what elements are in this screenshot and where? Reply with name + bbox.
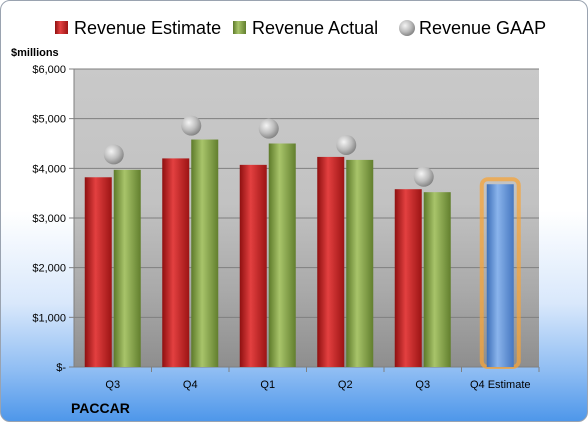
x-tick-label: Q4 Estimate: [470, 379, 531, 391]
y-tick-label: $5,000: [32, 114, 66, 126]
x-axis-ticks: Q3 Q4 Q1 Q2 Q3 Q4 Estimate: [105, 367, 540, 391]
y-tick-label: $6,000: [32, 64, 66, 76]
bar-revenue-estimate-forecast: [486, 184, 514, 367]
legend-swatch-revenue-actual: [233, 21, 246, 34]
marker-revenue-gaap: [258, 118, 279, 139]
bar-revenue-actual: [346, 159, 374, 367]
marker-revenue-gaap: [181, 115, 202, 136]
marker-revenue-gaap: [103, 144, 124, 165]
legend-item-revenue-gaap: Revenue GAAP: [399, 18, 546, 38]
x-tick-label: Q3: [105, 379, 120, 391]
y-tick-label: $-: [56, 362, 66, 374]
bar-revenue-estimate: [239, 164, 267, 367]
y-tick-label: $1,000: [32, 312, 66, 324]
bar-revenue-estimate: [317, 156, 345, 367]
x-tick-label: Q3: [415, 379, 430, 391]
legend-swatch-revenue-estimate: [55, 21, 68, 34]
x-tick-label: Q2: [338, 379, 353, 391]
y-axis-unit-label: $millions: [11, 47, 59, 59]
bars: [84, 139, 521, 369]
marker-revenue-gaap: [413, 166, 434, 187]
legend-item-revenue-estimate: Revenue Estimate: [55, 18, 221, 38]
bar-revenue-estimate: [84, 177, 112, 367]
bar-revenue-estimate: [394, 189, 422, 367]
company-name: PACCAR: [71, 400, 130, 416]
legend-label-revenue-actual: Revenue Actual: [252, 18, 378, 38]
bar-revenue-actual: [268, 143, 296, 367]
x-tick-label: Q4: [183, 379, 198, 391]
bar-revenue-actual: [191, 139, 219, 367]
legend-item-revenue-actual: Revenue Actual: [233, 18, 378, 38]
legend: Revenue Estimate Revenue Actual Revenue …: [55, 18, 546, 38]
marker-revenue-gaap: [336, 134, 357, 155]
y-tick-label: $3,000: [32, 213, 66, 225]
y-axis-ticks: $- $1,000 $2,000 $3,000 $4,000 $5,000 $6,000: [32, 64, 75, 374]
legend-label-revenue-gaap: Revenue GAAP: [419, 18, 546, 38]
legend-label-revenue-estimate: Revenue Estimate: [74, 18, 221, 38]
y-tick-label: $4,000: [32, 163, 66, 175]
gaap-markers: [103, 115, 434, 187]
x-tick-label: Q1: [260, 379, 275, 391]
bar-revenue-estimate: [162, 158, 190, 367]
bar-revenue-actual: [423, 192, 451, 367]
bar-revenue-actual: [113, 169, 141, 367]
legend-swatch-revenue-gaap: [399, 20, 415, 36]
y-tick-label: $2,000: [32, 263, 66, 275]
